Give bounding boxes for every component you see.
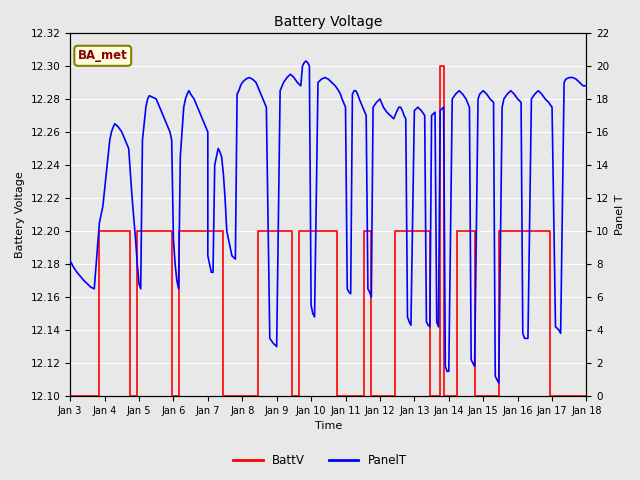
- X-axis label: Time: Time: [315, 421, 342, 432]
- Y-axis label: Battery Voltage: Battery Voltage: [15, 171, 25, 258]
- Legend: BattV, PanelT: BattV, PanelT: [228, 449, 412, 472]
- Text: BA_met: BA_met: [78, 49, 127, 62]
- Title: Battery Voltage: Battery Voltage: [274, 15, 383, 29]
- Y-axis label: Panel T: Panel T: [615, 194, 625, 235]
